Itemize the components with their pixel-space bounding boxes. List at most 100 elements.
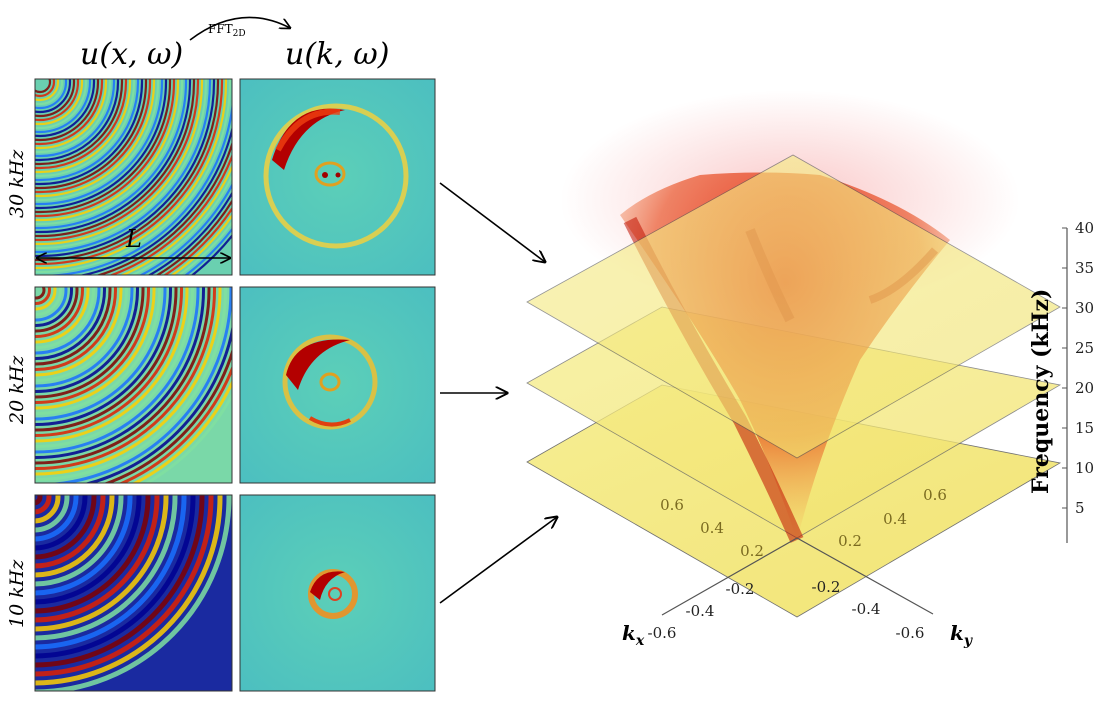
wave-crest bbox=[35, 79, 204, 246]
slice-plane-30khz bbox=[526, 154, 1061, 459]
wave-crest bbox=[35, 287, 46, 300]
wave-crest bbox=[35, 79, 136, 178]
arrow-10khz-to-3d bbox=[439, 517, 557, 604]
wave-crest bbox=[35, 287, 178, 432]
kx-tick-label: -0.2 bbox=[726, 580, 755, 598]
wave-crest bbox=[35, 495, 205, 668]
frequency-tick-label: 20 bbox=[1075, 379, 1094, 397]
fft-arrow bbox=[189, 16, 290, 41]
kx-tick-label: 0.4 bbox=[700, 519, 724, 537]
wave-crest bbox=[35, 495, 133, 596]
kx-axis-line bbox=[661, 537, 798, 616]
wave-crest bbox=[35, 79, 152, 194]
wave-crest bbox=[35, 495, 187, 650]
wave-crest bbox=[35, 79, 228, 270]
wave-crest bbox=[35, 79, 56, 98]
wave-crest bbox=[35, 79, 192, 234]
wave-crest bbox=[35, 79, 76, 118]
wave-crest bbox=[35, 495, 178, 641]
row-label-10khz: 10 kHz bbox=[6, 559, 28, 628]
wave-crest bbox=[35, 287, 189, 443]
wave-crest bbox=[35, 79, 200, 242]
arrow-30khz-to-3d bbox=[439, 182, 545, 262]
frequency-tick-label: 30 bbox=[1075, 299, 1094, 317]
wave-crest bbox=[35, 287, 112, 366]
ky-axis-label: ky bbox=[950, 621, 973, 649]
wave-crest bbox=[35, 287, 134, 388]
wavenumber-panel-20khz bbox=[239, 286, 436, 484]
row-label-30khz: 30 kHz bbox=[6, 149, 28, 218]
wave-crest bbox=[35, 79, 100, 142]
frequency-tick-label: 25 bbox=[1075, 339, 1094, 357]
ky-tick-label: 0.6 bbox=[923, 486, 947, 504]
wave-crest bbox=[35, 287, 128, 382]
wave-crest bbox=[35, 287, 79, 333]
wave-crest bbox=[35, 495, 43, 506]
wave-crest bbox=[35, 79, 92, 134]
wave-crest bbox=[35, 495, 97, 560]
wave-crest bbox=[35, 287, 68, 322]
wave-crest bbox=[35, 495, 52, 515]
frequency-tick-label: 35 bbox=[1075, 259, 1094, 277]
wave-crest bbox=[35, 287, 90, 344]
wave-crest bbox=[35, 287, 194, 448]
wave-crest bbox=[35, 79, 120, 162]
wavenumber-panel-30khz bbox=[239, 78, 436, 276]
wave-crest bbox=[35, 495, 124, 587]
ky-tick-label: -0.2 bbox=[812, 578, 841, 596]
ky-tick-label: 0.4 bbox=[883, 510, 907, 528]
wave-crest bbox=[35, 287, 161, 415]
wave-crest bbox=[35, 287, 101, 355]
wave-crest bbox=[35, 79, 180, 222]
wave-crest bbox=[35, 79, 232, 274]
row-label-20khz: 20 kHz bbox=[6, 355, 28, 425]
length-label: L bbox=[125, 225, 142, 253]
wave-crest bbox=[35, 287, 211, 465]
wave-crest bbox=[35, 287, 183, 437]
wave-crest bbox=[35, 287, 84, 338]
kx-tick-label: -0.6 bbox=[648, 624, 677, 642]
wave-crest bbox=[35, 79, 88, 130]
wave-crest bbox=[35, 495, 169, 632]
wave-crest bbox=[49, 287, 232, 483]
wave-crest bbox=[35, 79, 188, 230]
wave-crest bbox=[35, 79, 156, 198]
wave-crest bbox=[35, 79, 144, 186]
wave-crest bbox=[35, 495, 142, 605]
ky-tick-label: -0.6 bbox=[896, 624, 925, 642]
wave-crest bbox=[35, 79, 208, 250]
wave-crest bbox=[35, 79, 60, 102]
frequency-tick-label: 10 bbox=[1075, 459, 1094, 477]
ky-tick-label: 0.2 bbox=[838, 532, 862, 550]
wave-crest bbox=[35, 495, 151, 614]
wave-crest bbox=[35, 495, 79, 542]
frequency-tick-label: 5 bbox=[1075, 499, 1085, 517]
wave-crest bbox=[35, 495, 106, 569]
wave-crest bbox=[35, 287, 156, 410]
wave-crest bbox=[35, 287, 227, 481]
wave-crest bbox=[35, 79, 72, 114]
spatial-panel-20khz bbox=[35, 287, 232, 483]
ky-axis-label-main: k bbox=[950, 621, 964, 645]
fft-label-sub: 2D bbox=[233, 29, 246, 39]
wave-crest bbox=[35, 79, 172, 214]
spatial-panel-30khz bbox=[35, 79, 232, 275]
wave-crest bbox=[35, 79, 96, 138]
kx-axis-label-sub: x bbox=[635, 633, 645, 649]
wave-crest bbox=[35, 287, 95, 349]
wave-crest bbox=[35, 79, 224, 266]
wave-crest bbox=[35, 495, 115, 578]
wave-crest bbox=[35, 79, 196, 238]
frequency-tick-label: 40 bbox=[1075, 219, 1094, 237]
wave-crest bbox=[35, 287, 205, 459]
wave-crest bbox=[35, 287, 51, 305]
wave-crest bbox=[35, 287, 167, 421]
wave-crest bbox=[35, 79, 68, 110]
wave-crest bbox=[35, 495, 160, 623]
frequency-axis-label: Frequency (kHz) bbox=[1028, 289, 1054, 494]
wave-crest bbox=[35, 79, 132, 174]
wave-crest bbox=[35, 287, 117, 371]
kx-axis-label-main: k bbox=[622, 621, 636, 645]
ky-tick-label: -0.4 bbox=[852, 600, 881, 618]
